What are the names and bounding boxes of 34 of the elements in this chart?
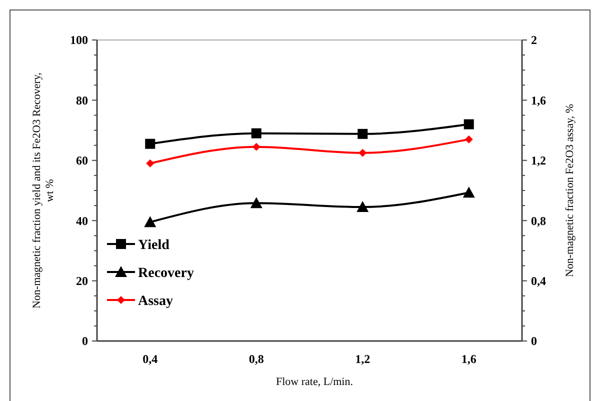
legend-label: Recovery <box>138 266 194 281</box>
point <box>464 119 474 130</box>
x-tick-label: 1,2 <box>355 352 370 366</box>
legend-label: Assay <box>138 294 174 309</box>
point <box>146 159 154 168</box>
x-axis-title: Flow rate, L/min. <box>276 376 354 388</box>
y2-tick-label: 0,4 <box>531 274 546 288</box>
legend-label: Yield <box>138 238 170 253</box>
point <box>358 148 367 157</box>
y-tick-label: 100 <box>70 33 88 48</box>
y-tick-label: 40 <box>76 214 88 228</box>
point <box>464 135 473 144</box>
y-tick-label: 0 <box>82 334 88 348</box>
point <box>252 142 260 151</box>
x-tick-label: 0,8 <box>248 352 264 366</box>
point <box>145 138 156 149</box>
y2-tick-label: 2 <box>531 33 537 48</box>
y2-axis-title: Non-magnetic fraction Fe2O3 assay, % <box>564 104 576 278</box>
x-tick-label: 1,6 <box>461 352 476 366</box>
x-tick-label: 0,4 <box>142 352 158 366</box>
point <box>250 197 262 208</box>
y2-tick-label: 1,6 <box>531 93 546 108</box>
y-tick-label: 60 <box>76 154 88 168</box>
y-tick-label: 20 <box>76 274 88 288</box>
point <box>356 201 369 212</box>
point <box>462 186 475 198</box>
y2-tick-label: 1,2 <box>531 154 546 168</box>
y2-tick-label: 0 <box>531 334 537 348</box>
point <box>358 128 368 139</box>
y2-tick-label: 0,8 <box>531 214 546 228</box>
point <box>251 128 262 138</box>
y-axis-title: Non-magnetic fraction yield and its Fe2O3 Recovery, wt % <box>31 72 56 309</box>
y-tick-label: 80 <box>76 93 88 108</box>
point <box>144 216 156 228</box>
